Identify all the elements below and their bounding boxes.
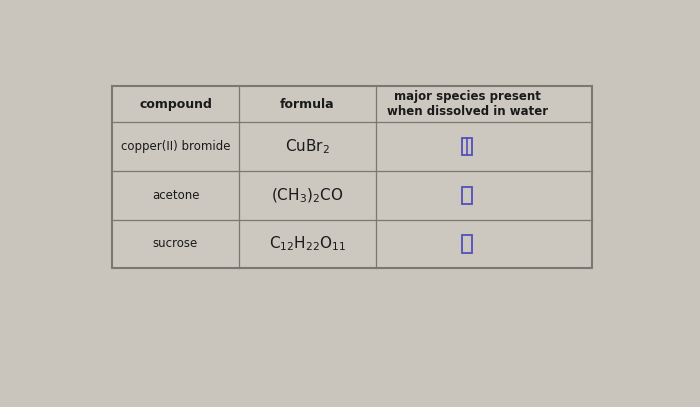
Text: copper(II) bromide: copper(II) bromide [121, 140, 230, 153]
Text: $\mathrm{(CH_3)_2CO}$: $\mathrm{(CH_3)_2CO}$ [272, 186, 344, 205]
Text: sucrose: sucrose [153, 237, 198, 250]
Text: formula: formula [280, 98, 335, 111]
Text: acetone: acetone [152, 189, 200, 202]
Text: $\mathrm{CuBr_2}$: $\mathrm{CuBr_2}$ [285, 138, 330, 156]
Bar [462, 138, 472, 155]
Text: major species present
when dissolved in water: major species present when dissolved in … [386, 90, 548, 118]
Text: $\mathrm{C_{12}H_{22}O_{11}}$: $\mathrm{C_{12}H_{22}O_{11}}$ [269, 234, 346, 253]
Bar [112, 86, 592, 268]
Text: compound: compound [139, 98, 212, 111]
Bar [462, 235, 472, 252]
Bar [462, 187, 472, 204]
